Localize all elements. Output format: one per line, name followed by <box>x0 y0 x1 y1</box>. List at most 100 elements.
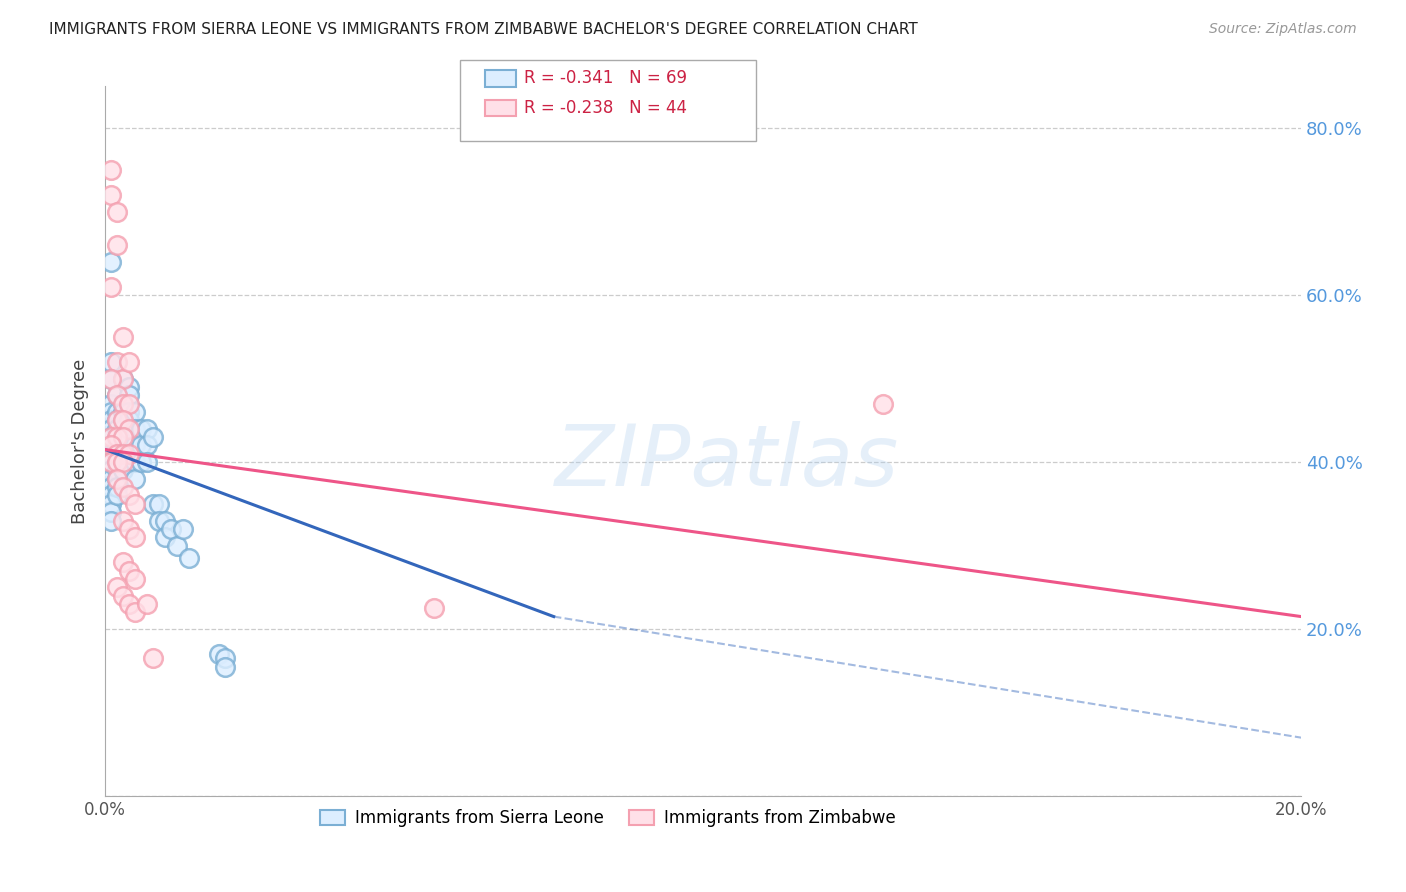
Point <box>100 188 122 202</box>
Point <box>112 555 135 569</box>
Point <box>112 397 135 411</box>
Point <box>142 430 165 444</box>
Point <box>124 405 146 419</box>
Text: ZIPatlas: ZIPatlas <box>555 421 900 504</box>
Point <box>105 447 128 461</box>
Point <box>112 413 135 427</box>
Point <box>105 413 128 427</box>
Point <box>148 497 170 511</box>
Text: IMMIGRANTS FROM SIERRA LEONE VS IMMIGRANTS FROM ZIMBABWE BACHELOR'S DEGREE CORRE: IMMIGRANTS FROM SIERRA LEONE VS IMMIGRAN… <box>49 22 918 37</box>
Point <box>112 405 135 419</box>
Point <box>100 405 122 419</box>
Point <box>124 422 146 436</box>
Text: R = -0.341   N = 69: R = -0.341 N = 69 <box>524 70 688 87</box>
Point <box>100 505 122 519</box>
Point <box>105 413 128 427</box>
Point <box>100 397 122 411</box>
Point <box>136 422 159 436</box>
Point <box>105 472 128 486</box>
Point <box>105 447 128 461</box>
Point <box>118 597 141 611</box>
Point <box>124 572 146 586</box>
Point <box>105 455 128 469</box>
Point <box>112 447 135 461</box>
Point <box>100 162 122 177</box>
Point <box>100 430 122 444</box>
Point <box>112 413 135 427</box>
Point <box>100 447 122 461</box>
Point <box>105 488 128 502</box>
Point <box>118 397 141 411</box>
Point <box>153 530 176 544</box>
Point <box>423 601 446 615</box>
Text: R = -0.238   N = 44: R = -0.238 N = 44 <box>524 99 688 117</box>
Point <box>112 430 135 444</box>
Point <box>105 438 128 452</box>
Point <box>105 422 128 436</box>
Point <box>112 455 135 469</box>
Point <box>112 397 135 411</box>
Y-axis label: Bachelor's Degree: Bachelor's Degree <box>72 359 89 524</box>
Point <box>112 371 135 385</box>
Point <box>124 497 146 511</box>
Point <box>160 522 183 536</box>
Point <box>129 422 152 436</box>
Point <box>100 254 122 268</box>
Legend: Immigrants from Sierra Leone, Immigrants from Zimbabwe: Immigrants from Sierra Leone, Immigrants… <box>314 803 903 834</box>
Point <box>100 488 122 502</box>
Point <box>118 405 141 419</box>
Point <box>105 355 128 369</box>
Point <box>124 606 146 620</box>
Point <box>100 463 122 477</box>
Point <box>129 455 152 469</box>
Point <box>112 371 135 385</box>
Point <box>105 430 128 444</box>
Point <box>136 455 159 469</box>
Point <box>118 380 141 394</box>
Point <box>136 438 159 452</box>
Point <box>105 472 128 486</box>
Point <box>208 647 231 661</box>
Point <box>112 455 135 469</box>
Point <box>118 522 141 536</box>
Point <box>100 497 122 511</box>
Point <box>105 204 128 219</box>
Point <box>105 463 128 477</box>
Point <box>118 388 141 402</box>
Point <box>112 447 135 461</box>
Point <box>100 480 122 494</box>
Point <box>142 497 165 511</box>
Point <box>118 355 141 369</box>
Point <box>118 430 141 444</box>
Point <box>105 388 128 402</box>
Point <box>105 388 128 402</box>
Point <box>105 480 128 494</box>
Point <box>100 371 122 385</box>
Point <box>166 539 188 553</box>
Point <box>100 413 122 427</box>
Point <box>100 472 122 486</box>
Point <box>105 405 128 419</box>
Point <box>100 455 122 469</box>
Point <box>129 438 152 452</box>
Point <box>105 238 128 252</box>
Point <box>100 438 122 452</box>
Point <box>124 530 146 544</box>
Point <box>100 438 122 452</box>
Text: Source: ZipAtlas.com: Source: ZipAtlas.com <box>1209 22 1357 37</box>
Point <box>118 413 141 427</box>
Point <box>124 472 146 486</box>
Point <box>872 397 894 411</box>
Point <box>118 447 141 461</box>
Point <box>100 514 122 528</box>
Point <box>105 455 128 469</box>
Point <box>112 330 135 344</box>
Point <box>124 455 146 469</box>
Point <box>100 422 122 436</box>
Point <box>100 279 122 293</box>
Point <box>124 438 146 452</box>
Point <box>214 659 236 673</box>
Point <box>100 355 122 369</box>
Point <box>118 422 141 436</box>
Point <box>172 522 194 536</box>
